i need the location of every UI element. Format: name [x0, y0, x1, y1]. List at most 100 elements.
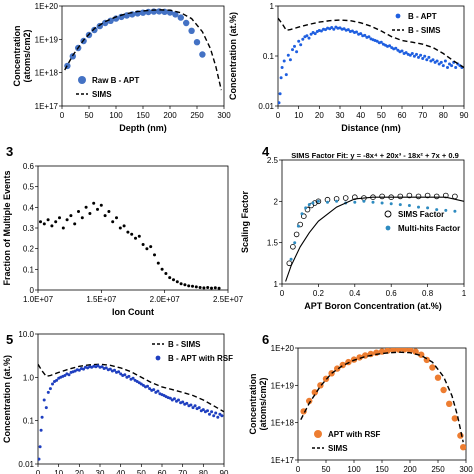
x-axis-label: APT Boron Concentration (at.%) [304, 301, 442, 311]
data-point [446, 66, 449, 69]
data-point [406, 192, 413, 199]
series-line-2 [300, 351, 464, 443]
data-point [131, 376, 135, 380]
data-point [278, 101, 281, 105]
data-point [304, 206, 311, 213]
data-point [44, 406, 48, 410]
data-point [426, 206, 430, 210]
x-tick-label: 100 [347, 465, 361, 474]
data-point [452, 193, 458, 200]
data-point [149, 245, 153, 249]
data-point [206, 286, 210, 289]
data-point [115, 216, 118, 220]
y-tick-label: 1E+20 [271, 344, 295, 353]
legend-swatch [314, 430, 322, 438]
x-tick-label: 50 [85, 111, 94, 120]
data-point [446, 400, 453, 407]
data-point [201, 408, 205, 412]
x-tick-label: 0 [276, 111, 281, 120]
y-axis-label: Concentration [248, 373, 258, 434]
x-tick-label: 0.6 [386, 289, 398, 298]
data-point [193, 39, 201, 46]
x-tick-label: 50 [322, 465, 331, 474]
data-point [160, 267, 164, 271]
x-tick-label: 1 [462, 289, 467, 298]
data-point [46, 390, 50, 394]
y-tick-label: 2 [274, 197, 279, 206]
legend: B - SIMS B - APT with RSF [152, 340, 233, 363]
data-point [293, 241, 297, 245]
data-point [198, 286, 202, 289]
data-point [451, 415, 458, 422]
data-point [324, 28, 327, 32]
y-tick-label: 0.2 [23, 245, 35, 254]
data-point [39, 220, 42, 224]
data-point [65, 218, 69, 222]
panel-label: 5 [6, 332, 13, 347]
x-tick-label: 0.8 [422, 289, 434, 298]
data-point [134, 236, 137, 240]
data-point [164, 272, 168, 275]
y-axis-label: (atoms/cm2) [22, 29, 32, 82]
data-point [177, 14, 184, 21]
data-point [460, 444, 466, 451]
x-tick-label: 2.0E+07 [150, 295, 181, 304]
data-point [417, 205, 420, 209]
y-axis-label: Concentration (at.%) [228, 12, 238, 100]
data-point [435, 208, 439, 212]
data-point [335, 199, 339, 203]
data-point [407, 204, 411, 207]
legend: SIMS Factor Multi-hits Factor [384, 210, 460, 233]
chart-panel-6: 0 50 100 150 200 250 300 1E+17 1E+18 1E+19 1E+20 Co… [248, 332, 473, 474]
legend-label: Raw B - APT [92, 76, 139, 85]
x-tick-label: 70 [418, 111, 427, 120]
data-point [181, 400, 185, 404]
data-point [172, 397, 176, 401]
y-axis-label: Fraction of Multiple Events [2, 170, 12, 285]
data-point [301, 37, 305, 41]
data-point [42, 398, 46, 402]
x-tick-label: 0 [36, 469, 41, 474]
series-line-2 [64, 9, 222, 91]
data-point [126, 230, 130, 234]
data-point [122, 224, 126, 228]
data-point [282, 59, 286, 63]
data-point [146, 384, 149, 388]
data-point [168, 396, 172, 400]
panel-label: 3 [6, 144, 13, 159]
series-line-1 [38, 363, 224, 413]
data-point [38, 445, 42, 449]
data-point [454, 66, 458, 69]
x-tick-label: 100 [109, 111, 123, 120]
legend: APT with RSF SIMS [312, 430, 381, 453]
y-tick-label: 0.01 [258, 102, 274, 111]
data-point [145, 247, 149, 251]
x-tick-label: 20 [315, 111, 324, 120]
data-point [311, 389, 318, 396]
data-point [330, 26, 334, 29]
data-point [63, 374, 67, 377]
data-point [80, 216, 84, 220]
data-point [363, 33, 367, 37]
data-point [448, 62, 451, 66]
data-point [457, 432, 464, 439]
data-point [92, 201, 96, 205]
data-point [350, 29, 354, 33]
data-point [187, 284, 191, 288]
x-tick-label: 1.0E+07 [23, 295, 54, 304]
data-point [410, 52, 414, 55]
plot-frame [297, 347, 467, 461]
data-point [141, 383, 145, 387]
data-point [304, 206, 308, 210]
data-point [417, 55, 420, 59]
data-point [39, 428, 43, 432]
legend-label: SIMS [328, 444, 348, 453]
data-point [342, 195, 349, 201]
y-tick-label: 0.5 [23, 183, 35, 192]
data-point [123, 373, 127, 377]
data-point [193, 404, 197, 408]
data-point [444, 208, 448, 212]
data-point [415, 52, 418, 56]
x-tick-label: 200 [403, 465, 417, 474]
